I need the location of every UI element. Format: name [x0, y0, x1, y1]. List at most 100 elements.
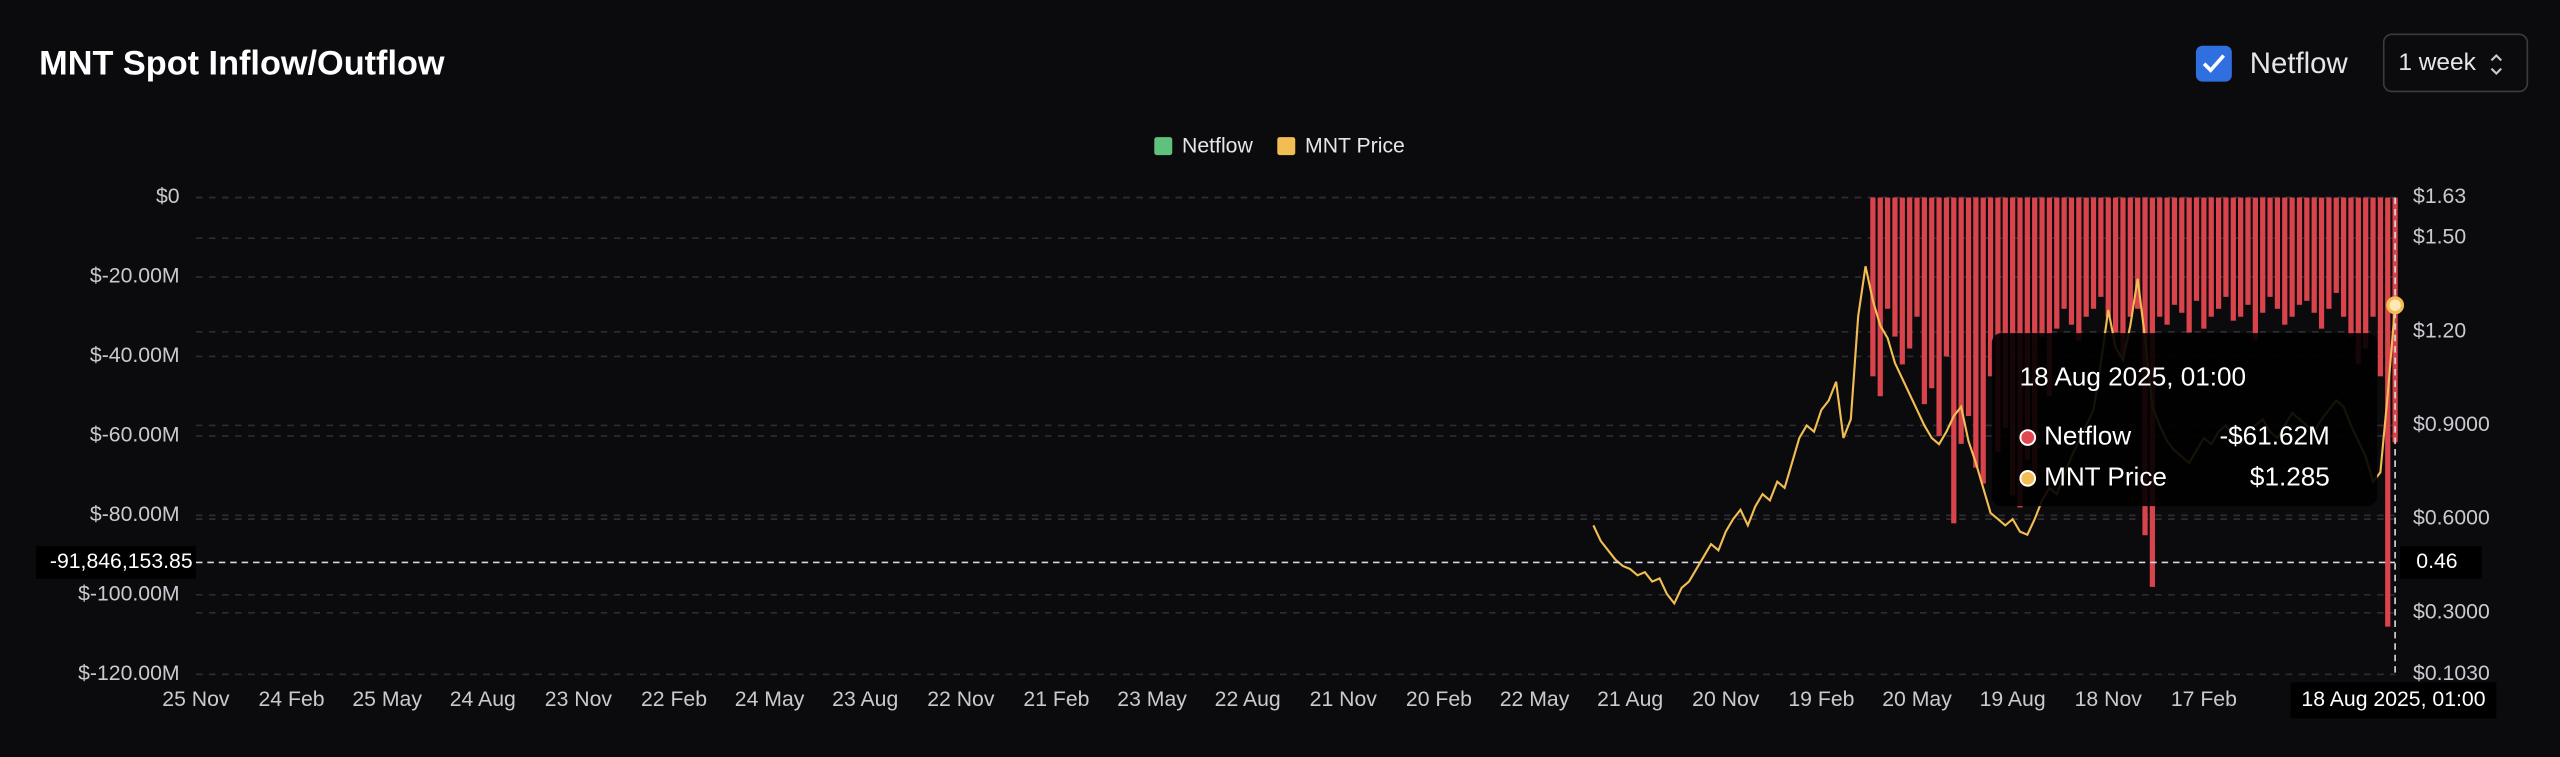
legend-swatch: [1154, 137, 1173, 156]
crosshair-x-label-bg: [2290, 682, 2497, 719]
tooltip-name: MNT Price: [2044, 461, 2167, 491]
y-tick-label: $-80.00M: [90, 503, 180, 526]
bar: [2061, 197, 2067, 309]
x-tick-label: 20 May: [1882, 688, 1952, 711]
bar: [2252, 197, 2258, 341]
bar: [2341, 197, 2347, 317]
bar: [1877, 197, 1883, 397]
y-tick-label: $-20.00M: [90, 265, 180, 288]
bar: [2120, 197, 2126, 357]
bar: [1870, 197, 1876, 377]
bar: [2179, 197, 2185, 313]
bar: [2002, 197, 2008, 428]
toggle-label[interactable]: Netflow: [2250, 47, 2349, 80]
bar: [2267, 197, 2273, 297]
toggle-checkbox[interactable]: [2195, 45, 2232, 82]
legend-swatch: [1277, 137, 1296, 156]
bar: [2282, 197, 2288, 325]
bar: [2098, 197, 2104, 297]
crosshair-y2-label-bg: [2400, 546, 2482, 579]
bar: [2385, 197, 2391, 627]
x-tick-label: 23 May: [1117, 688, 1187, 711]
bar: [1892, 197, 1898, 337]
period-label[interactable]: 1 week: [2398, 49, 2476, 76]
bar: [1899, 197, 1905, 365]
bar: [2039, 197, 2045, 337]
y-tick-label: $-120.00M: [78, 662, 179, 685]
bar: [2127, 197, 2133, 317]
bar: [1958, 197, 1964, 444]
bar: [2054, 197, 2060, 329]
bar: [2112, 197, 2119, 333]
bar: [2201, 197, 2207, 329]
tooltip-dot: [2019, 429, 2037, 446]
legend-label[interactable]: Netflow: [1182, 135, 1253, 158]
x-tick-label: 21 Feb: [1023, 688, 1089, 711]
x-tick-label: 23 Nov: [545, 688, 613, 711]
x-tick-label: 19 Aug: [1980, 688, 2046, 711]
bar: [2318, 197, 2325, 329]
check-icon: [2202, 54, 2226, 73]
bar: [1914, 197, 1920, 317]
bar: [2076, 197, 2082, 341]
y-tick-label: $-40.00M: [90, 344, 180, 367]
x-tick-label: 21 Nov: [1310, 688, 1378, 711]
y2-tick-label: $0.9000: [2413, 413, 2490, 436]
period-select[interactable]: [2382, 33, 2529, 93]
bar: [1936, 197, 1942, 436]
x-tick-label: 18 Nov: [2075, 688, 2143, 711]
bar: [2363, 197, 2369, 349]
bar: [2377, 197, 2384, 377]
tooltip-value: $1.285: [2250, 461, 2330, 491]
x-tick-label: 25 Nov: [162, 688, 230, 711]
bar: [2068, 197, 2075, 325]
bar: [2193, 197, 2200, 301]
x-tick-label: 23 Aug: [832, 688, 898, 711]
tooltip-title: 18 Aug 2025, 01:00: [2020, 362, 2247, 392]
bar: [2083, 197, 2089, 317]
x-tick-label: 19 Feb: [1788, 688, 1854, 711]
bar: [2311, 197, 2317, 313]
bar: [1921, 197, 1927, 405]
crosshair-x-label: 18 Aug 2025, 01:00: [2301, 688, 2485, 711]
chevron-icon: [2490, 54, 2502, 75]
tooltip-box: [1991, 333, 2378, 507]
bar: [1987, 197, 1994, 377]
bar: [2171, 197, 2178, 305]
y2-tick-label: $0.1030: [2413, 662, 2490, 685]
tooltip-name: Netflow: [2044, 420, 2131, 450]
bar: [1980, 197, 1986, 484]
x-tick-label: 17 Feb: [2171, 688, 2237, 711]
x-tick-label: 24 May: [735, 688, 805, 711]
bar: [1951, 197, 1957, 524]
x-tick-label: 20 Feb: [1406, 688, 1472, 711]
plot: $0 $-20.00M $-40.00M $-60.00M $-80.00M $-100.…: [78, 185, 2490, 711]
y-tick-label: $0: [156, 185, 180, 208]
bar: [2215, 197, 2222, 309]
crosshair-y-label-bg: [35, 546, 196, 579]
bar: [2392, 197, 2398, 443]
hover-point: [2386, 296, 2405, 315]
bar: [2230, 197, 2236, 321]
x-tick-label: 24 Feb: [259, 688, 325, 711]
x-tick-label: 22 Feb: [641, 688, 707, 711]
bar: [2245, 197, 2251, 305]
bar: [1995, 197, 2001, 452]
bar: [2135, 197, 2141, 309]
bar: [2304, 197, 2310, 301]
bar: [2164, 197, 2170, 325]
x-tick-label: 25 May: [352, 688, 422, 711]
bar: [2157, 197, 2163, 317]
tooltip-value: -$61.62M: [2219, 420, 2329, 450]
bar: [2355, 197, 2361, 365]
legend-label[interactable]: MNT Price: [1305, 135, 1405, 158]
bar: [1965, 197, 1972, 417]
y2-tick-label: $0.3000: [2413, 600, 2490, 623]
x-tick-label: 22 Nov: [927, 688, 995, 711]
bar: [2024, 197, 2030, 460]
bar: [2105, 197, 2111, 317]
y2-tick-label: $0.6000: [2413, 507, 2490, 530]
bar: [1943, 197, 1950, 357]
bar: [2274, 197, 2281, 309]
